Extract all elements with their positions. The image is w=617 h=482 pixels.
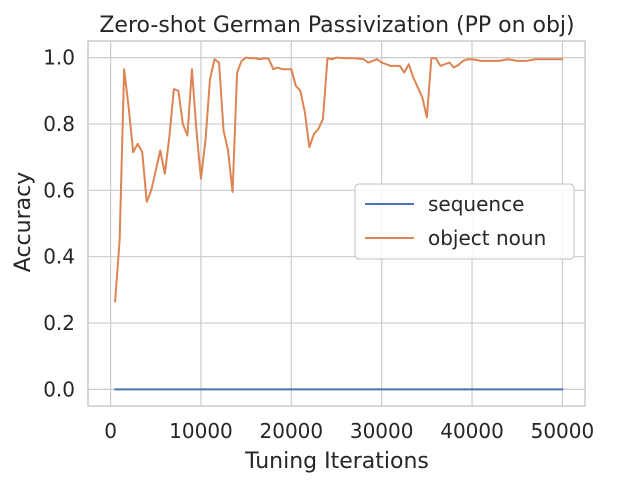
y-tick-label: 1.0 xyxy=(43,46,75,70)
x-tick-label: 20000 xyxy=(260,419,324,443)
legend-label-sequence: sequence xyxy=(428,192,524,216)
x-tick-label: 40000 xyxy=(440,419,504,443)
y-tick-label: 0.2 xyxy=(43,311,75,335)
y-tick-label: 0.6 xyxy=(43,178,75,202)
legend-box xyxy=(354,183,575,260)
plot-frame xyxy=(87,40,586,407)
y-tick-label: 0.0 xyxy=(43,377,75,401)
x-tick-label: 10000 xyxy=(169,419,233,443)
tick-labels: 0 10000 20000 30000 40000 50000 0.0 0.2 0.4 0.6 0.… xyxy=(43,46,594,443)
x-tick-label: 30000 xyxy=(350,419,414,443)
x-tick-label: 50000 xyxy=(531,419,595,443)
chart-title: Zero-shot German Passivization (PP on ob… xyxy=(99,13,574,38)
x-axis-label: Tuning Iterations xyxy=(244,449,429,474)
x-tick-label: 0 xyxy=(104,419,117,443)
series-line-object-noun xyxy=(114,56,564,303)
legend-label-object-noun: object noun xyxy=(428,226,546,250)
y-tick-label: 0.4 xyxy=(43,245,75,269)
legend: sequence object noun xyxy=(354,183,575,260)
y-tick-label: 0.8 xyxy=(43,112,75,136)
series-layer xyxy=(114,56,564,391)
y-axis-label: Accuracy xyxy=(11,172,36,272)
